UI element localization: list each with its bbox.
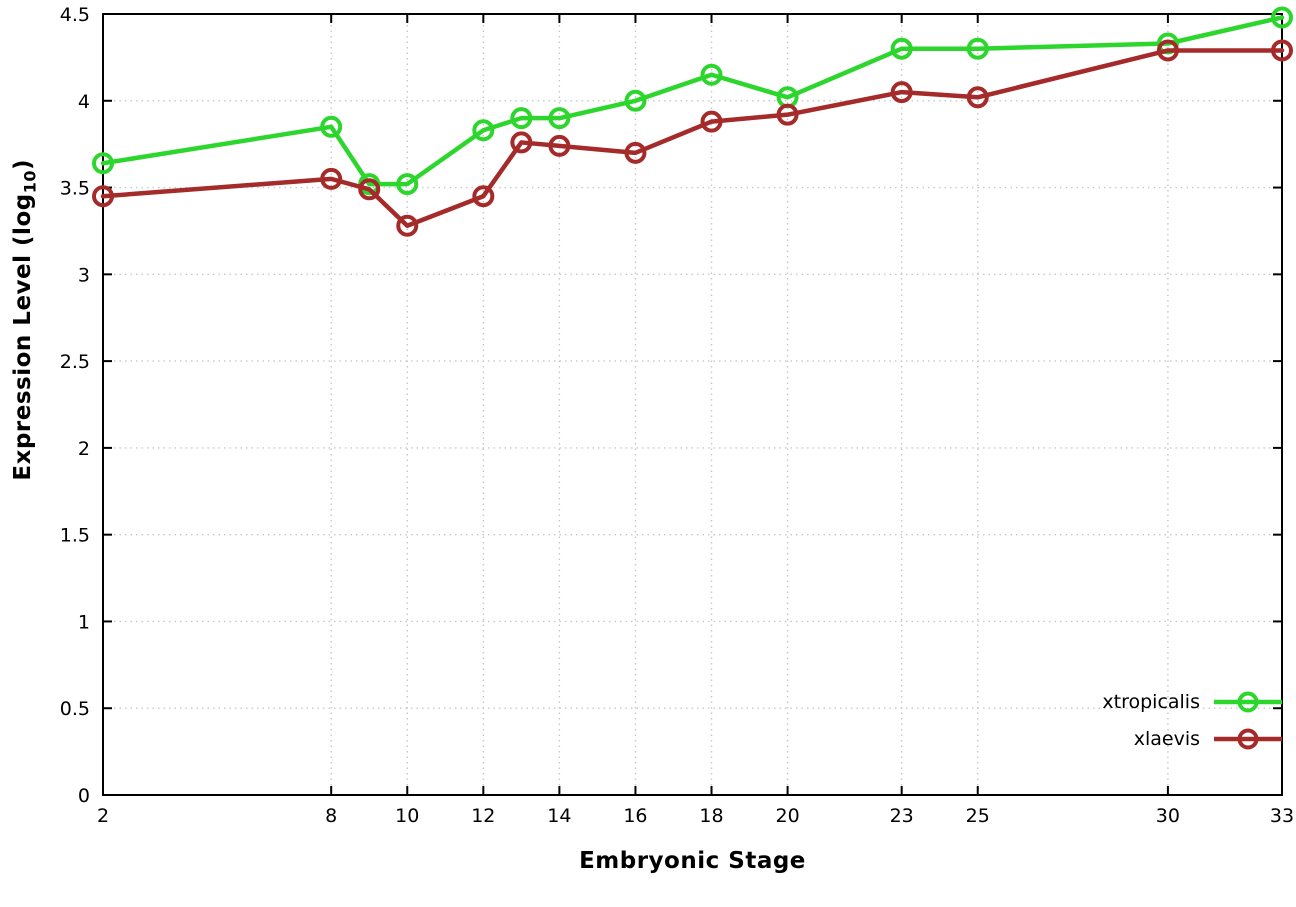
x-tick-label: 12 (471, 805, 495, 827)
x-tick-label: 8 (325, 805, 337, 827)
y-tick-label: 3.5 (60, 178, 90, 200)
data-point-xtropicalis (624, 89, 647, 112)
y-tick-label: 3 (78, 264, 90, 286)
x-tick-label: 2 (97, 805, 109, 827)
x-tick-label: 33 (1270, 805, 1294, 827)
legend-item-xlaevis: xlaevis (1102, 720, 1284, 757)
y-tick-label: 2.5 (60, 351, 90, 373)
x-tick-label: 25 (966, 805, 990, 827)
legend-item-xtropicalis: xtropicalis (1102, 683, 1284, 720)
data-point-xlaevis (966, 86, 989, 109)
legend-sample-xlaevis (1214, 728, 1282, 749)
data-point-xlaevis (1156, 39, 1179, 62)
data-point-xlaevis (548, 134, 571, 157)
x-tick-label: 16 (623, 805, 647, 827)
x-tick-label: 30 (1156, 805, 1180, 827)
y-tick-label: 4 (78, 91, 90, 113)
data-point-xlaevis (472, 185, 495, 208)
y-tick-label: 1.5 (60, 525, 90, 547)
plot-border (102, 13, 1283, 796)
x-tick-label: 10 (395, 805, 419, 827)
legend-marker-icon (1237, 691, 1259, 712)
y-tick-label: 2 (78, 438, 90, 460)
data-point-xlaevis (624, 141, 647, 164)
data-point-xlaevis (358, 178, 381, 201)
data-point-xlaevis (510, 131, 533, 154)
legend-label-xtropicalis: xtropicalis (1102, 690, 1200, 713)
data-point-xlaevis (1271, 39, 1293, 62)
data-point-xlaevis (700, 110, 723, 133)
series-line-xlaevis (100, 48, 1285, 228)
y-tick-label: 1 (78, 611, 90, 633)
y-tick-label: 0 (78, 785, 90, 807)
legend-sample-xtropicalis (1214, 691, 1282, 712)
legend-marker-icon (1237, 728, 1259, 749)
data-point-xlaevis (92, 185, 114, 208)
y-tick-label: 4.5 (60, 4, 90, 26)
data-point-xtropicalis (92, 152, 114, 175)
data-point-xtropicalis (890, 37, 913, 60)
legend: xtropicalis xlaevis (1102, 683, 1284, 757)
data-point-xtropicalis (700, 63, 723, 86)
data-point-xlaevis (396, 214, 419, 237)
y-tick-label: 0.5 (60, 698, 90, 720)
data-point-xtropicalis (472, 119, 495, 142)
data-point-xlaevis (320, 167, 343, 190)
data-point-xtropicalis (966, 37, 989, 60)
data-point-xtropicalis (510, 107, 533, 130)
legend-label-xlaevis: xlaevis (1133, 727, 1200, 750)
data-point-xtropicalis (320, 115, 343, 138)
x-tick-label: 14 (547, 805, 571, 827)
data-point-xtropicalis (1271, 6, 1293, 29)
data-point-xtropicalis (396, 173, 419, 196)
data-point-xlaevis (890, 81, 913, 104)
x-tick-label: 20 (775, 805, 799, 827)
data-point-xtropicalis (548, 107, 571, 130)
x-tick-label: 18 (699, 805, 723, 827)
data-point-xlaevis (776, 103, 799, 126)
x-tick-label: 23 (890, 805, 914, 827)
x-axis-title: Embryonic Stage (579, 848, 806, 874)
